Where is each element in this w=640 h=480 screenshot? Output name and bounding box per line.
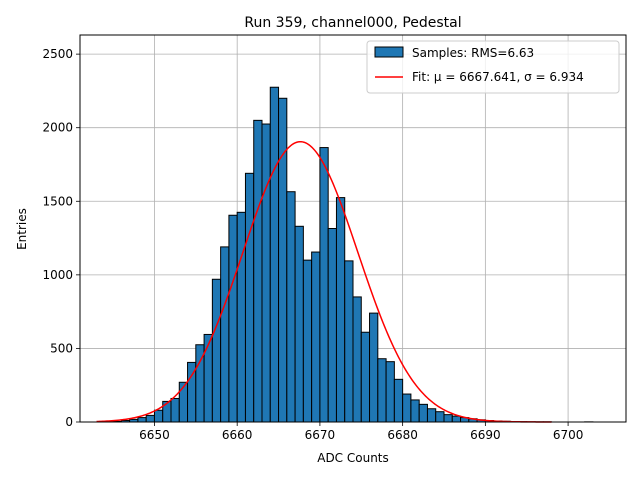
histogram-bar [220, 246, 230, 423]
histogram-bar [377, 358, 387, 423]
histogram-bar [352, 296, 362, 423]
fit-curve [96, 140, 552, 423]
y-axis-ticks: 0 500 1000 1500 2000 2500 [42, 47, 80, 429]
x-axis-label: ADC Counts [317, 451, 389, 465]
histogram-bar [335, 197, 346, 423]
histogram-bar [360, 331, 371, 423]
histogram-bar [294, 225, 304, 423]
legend-box [366, 40, 620, 94]
histogram-bar [211, 278, 222, 423]
x-tick-label: 6650 [139, 428, 170, 442]
x-tick-label: 6700 [553, 428, 584, 442]
histogram-bar [443, 414, 453, 423]
legend-fit-label: Fit: μ = 6667.641, σ = 6.934 [412, 70, 584, 84]
histogram-bar [269, 86, 280, 423]
legend: Samples: RMS=6.63 Fit: μ = 6667.641, σ =… [366, 40, 620, 94]
histogram-bar [203, 333, 213, 423]
histogram-bar [145, 414, 155, 423]
histogram-bar [228, 214, 238, 423]
histogram-bar [162, 400, 172, 423]
y-tick-label: 500 [50, 341, 73, 355]
histogram-bar [426, 408, 437, 423]
histogram-bar [369, 312, 379, 423]
x-tick-label: 6680 [387, 428, 418, 442]
histogram-bar [451, 415, 462, 423]
histogram-bar [253, 119, 263, 423]
histogram-bar [435, 411, 445, 423]
histogram-bar [319, 147, 329, 423]
histogram-bar [402, 393, 412, 423]
x-tick-label: 6670 [305, 428, 336, 442]
fit-curve-group [96, 140, 552, 423]
histogram-bar [410, 399, 420, 423]
histogram-bar [344, 260, 354, 423]
histogram-bar [385, 361, 395, 423]
y-tick-label: 2500 [42, 47, 73, 61]
histogram-bars [104, 86, 594, 423]
histogram-bar [327, 228, 337, 423]
histogram-bar [302, 259, 313, 423]
histogram-bar [153, 409, 164, 423]
plot-frame [79, 34, 627, 423]
x-tick-label: 6690 [470, 428, 501, 442]
y-tick-label: 0 [65, 415, 73, 429]
x-axis-ticks: 6650 6660 6670 6680 6690 6700 [139, 422, 583, 442]
histogram-bar [261, 123, 271, 423]
histogram-bar [137, 417, 147, 423]
histogram-bar [311, 251, 321, 423]
histogram-bar [178, 381, 189, 423]
chart-title: Run 359, channel000, Pedestal [244, 15, 461, 31]
histogram-bar [286, 191, 296, 423]
y-tick-label: 1500 [42, 194, 73, 208]
x-tick-label: 6660 [222, 428, 253, 442]
histogram-bar [278, 97, 288, 423]
y-axis-label: Entries [15, 208, 29, 250]
histogram-bar [236, 211, 246, 423]
histogram-bar [244, 172, 255, 423]
y-tick-label: 1000 [42, 268, 73, 282]
histogram-bar [418, 403, 428, 423]
legend-samples-label: Samples: RMS=6.63 [412, 46, 534, 60]
y-tick-label: 2000 [42, 121, 73, 135]
legend-samples-swatch [374, 46, 404, 58]
histogram-bar [170, 397, 180, 423]
histogram-bar [393, 378, 404, 423]
